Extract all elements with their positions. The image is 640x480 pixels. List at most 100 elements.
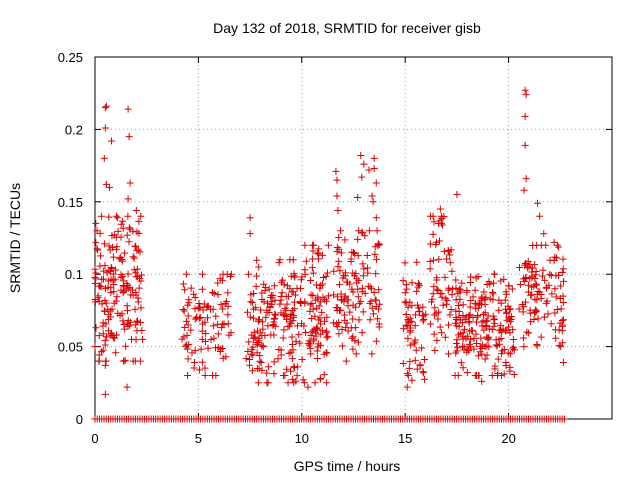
data-point — [270, 314, 278, 322]
data-point — [268, 298, 276, 306]
data-point — [322, 329, 330, 337]
data-point — [557, 282, 565, 290]
data-point — [459, 364, 467, 372]
data-point — [217, 301, 225, 309]
data-point — [349, 333, 357, 341]
data-point — [354, 285, 362, 293]
data-point — [253, 256, 261, 264]
data-point — [359, 272, 367, 280]
data-point — [426, 240, 434, 248]
data-point — [465, 347, 473, 355]
data-point — [355, 316, 363, 324]
data-point — [457, 359, 465, 367]
data-point — [261, 332, 269, 339]
data-point — [314, 343, 322, 351]
data-point — [257, 306, 265, 314]
data-point — [292, 337, 300, 345]
data-point — [453, 347, 461, 355]
data-point — [102, 357, 110, 365]
data-point — [286, 322, 294, 330]
data-point — [352, 324, 360, 332]
data-point — [102, 180, 110, 188]
data-point — [314, 325, 322, 333]
data-point — [522, 91, 530, 99]
data-point — [509, 326, 517, 334]
data-point — [332, 167, 340, 175]
data-point — [455, 301, 463, 309]
data-point — [429, 230, 437, 238]
data-point — [195, 314, 203, 322]
data-point — [366, 316, 374, 324]
data-point — [254, 379, 262, 387]
data-point — [401, 289, 409, 297]
data-point — [279, 334, 287, 342]
data-point — [218, 324, 226, 332]
data-point — [203, 303, 211, 311]
data-point — [127, 291, 135, 299]
data-point — [121, 249, 129, 257]
data-point — [101, 240, 109, 248]
data-point — [353, 279, 361, 287]
data-point — [445, 284, 453, 292]
data-point — [490, 315, 498, 323]
data-point — [406, 341, 414, 349]
data-point — [452, 276, 460, 284]
data-point — [520, 334, 528, 342]
data-point — [113, 293, 121, 301]
data-point — [259, 325, 267, 333]
data-point — [547, 320, 555, 328]
data-point — [132, 206, 140, 214]
data-point — [412, 287, 420, 295]
data-point — [474, 352, 482, 360]
data-point — [178, 335, 186, 343]
data-point — [120, 325, 128, 333]
data-point — [349, 345, 357, 353]
data-point — [301, 298, 309, 306]
data-point — [126, 225, 134, 233]
data-point — [120, 357, 128, 365]
data-point — [179, 306, 187, 314]
data-point — [296, 298, 304, 306]
data-point — [403, 383, 411, 391]
data-point — [548, 290, 556, 298]
data-point — [441, 333, 449, 341]
data-point — [93, 245, 101, 253]
data-point — [521, 141, 529, 149]
data-point — [250, 314, 258, 322]
data-point — [93, 227, 101, 235]
data-point — [344, 327, 352, 335]
x-tick-label: 5 — [195, 431, 202, 446]
data-point — [546, 270, 554, 278]
data-point — [293, 322, 301, 330]
data-point — [124, 270, 132, 278]
data-point — [309, 305, 317, 313]
data-point — [212, 312, 220, 320]
data-point — [278, 276, 286, 284]
data-point — [324, 241, 332, 249]
data-point — [295, 331, 303, 339]
data-point — [277, 309, 285, 317]
data-point — [404, 315, 412, 323]
data-point — [300, 379, 308, 387]
data-point — [100, 267, 108, 275]
data-point — [478, 350, 486, 358]
data-point — [528, 268, 536, 276]
data-point — [318, 251, 326, 259]
data-point — [250, 305, 258, 313]
data-point — [290, 313, 298, 321]
data-point — [252, 282, 260, 290]
data-point — [335, 330, 343, 338]
data-point — [502, 288, 510, 296]
data-point — [309, 291, 317, 299]
data-point — [534, 287, 542, 295]
data-point — [184, 345, 192, 353]
data-point — [371, 250, 379, 258]
data-point — [436, 237, 444, 245]
data-point — [287, 348, 295, 356]
data-point — [265, 285, 273, 293]
y-tick-label: 0.05 — [58, 340, 83, 355]
data-point — [333, 176, 341, 184]
data-point — [318, 326, 326, 334]
data-point — [475, 299, 483, 307]
data-point — [188, 349, 196, 357]
